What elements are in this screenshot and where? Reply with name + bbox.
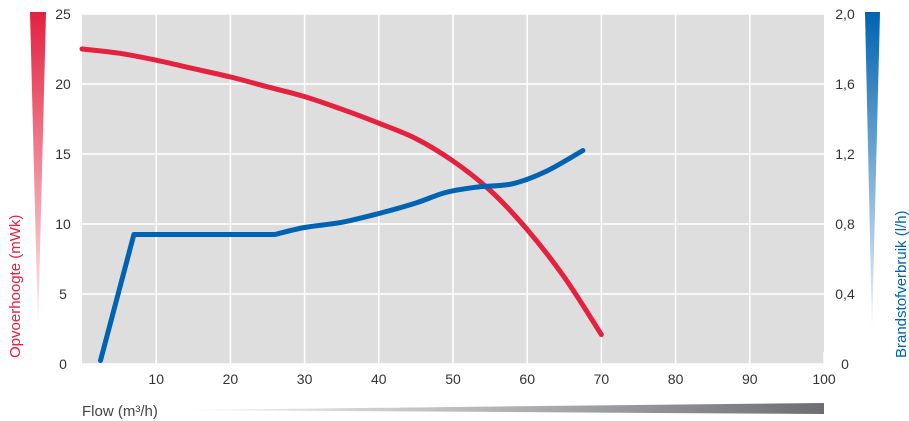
y-tick-label-right: 2,0: [835, 6, 855, 22]
y-tick-label-left: 15: [55, 146, 71, 162]
x-tick-label: 90: [742, 371, 758, 387]
y-axis-right-title: Brandstofverbruik (l/h): [893, 210, 909, 358]
y-tick-label-right: 0,4: [835, 286, 855, 302]
y-tick-label-left: 10: [55, 216, 71, 232]
x-axis-gradient-bar: [180, 403, 824, 414]
x-tick-label: 80: [668, 371, 684, 387]
y-tick-label-left: 5: [59, 286, 67, 302]
head-curve-line: [79, 46, 604, 338]
y-axis-left-title: Opvoerhoogte (mWk): [7, 215, 24, 358]
y-tick-label-right: 0: [841, 356, 849, 372]
x-tick-label: 30: [297, 371, 313, 387]
y-axis-right-gradient-bar: [865, 12, 880, 330]
y-tick-label-right: 1,2: [835, 146, 855, 162]
x-tick-label: 60: [519, 371, 535, 387]
x-tick-label: 70: [594, 371, 610, 387]
y-axis-left-gradient-bar: [30, 12, 46, 330]
x-axis-ticks: 10 20 30 40 50 60 70 80 90 100: [148, 371, 835, 387]
series-lines: [79, 46, 604, 363]
y-tick-label-left: 25: [55, 6, 71, 22]
x-tick-label: 10: [148, 371, 164, 387]
y-tick-label-left: 0: [59, 356, 67, 372]
fuel-consumption-line: [98, 148, 586, 363]
y-tick-label-left: 20: [55, 76, 71, 92]
y-tick-label-right: 0,8: [835, 216, 855, 232]
x-tick-label: 50: [445, 371, 461, 387]
y-axis-left-ticks: 0 5 10 15 20 25: [55, 6, 71, 372]
x-tick-label: 100: [812, 371, 836, 387]
x-tick-label: 20: [223, 371, 239, 387]
y-tick-label-right: 1,6: [835, 76, 855, 92]
x-tick-label: 40: [371, 371, 387, 387]
x-axis-title: Flow (m³/h): [82, 403, 158, 420]
grid-lines: [82, 13, 825, 365]
y-axis-right-ticks: 0 0,4 0,8 1,2 1,6 2,0: [835, 6, 855, 372]
